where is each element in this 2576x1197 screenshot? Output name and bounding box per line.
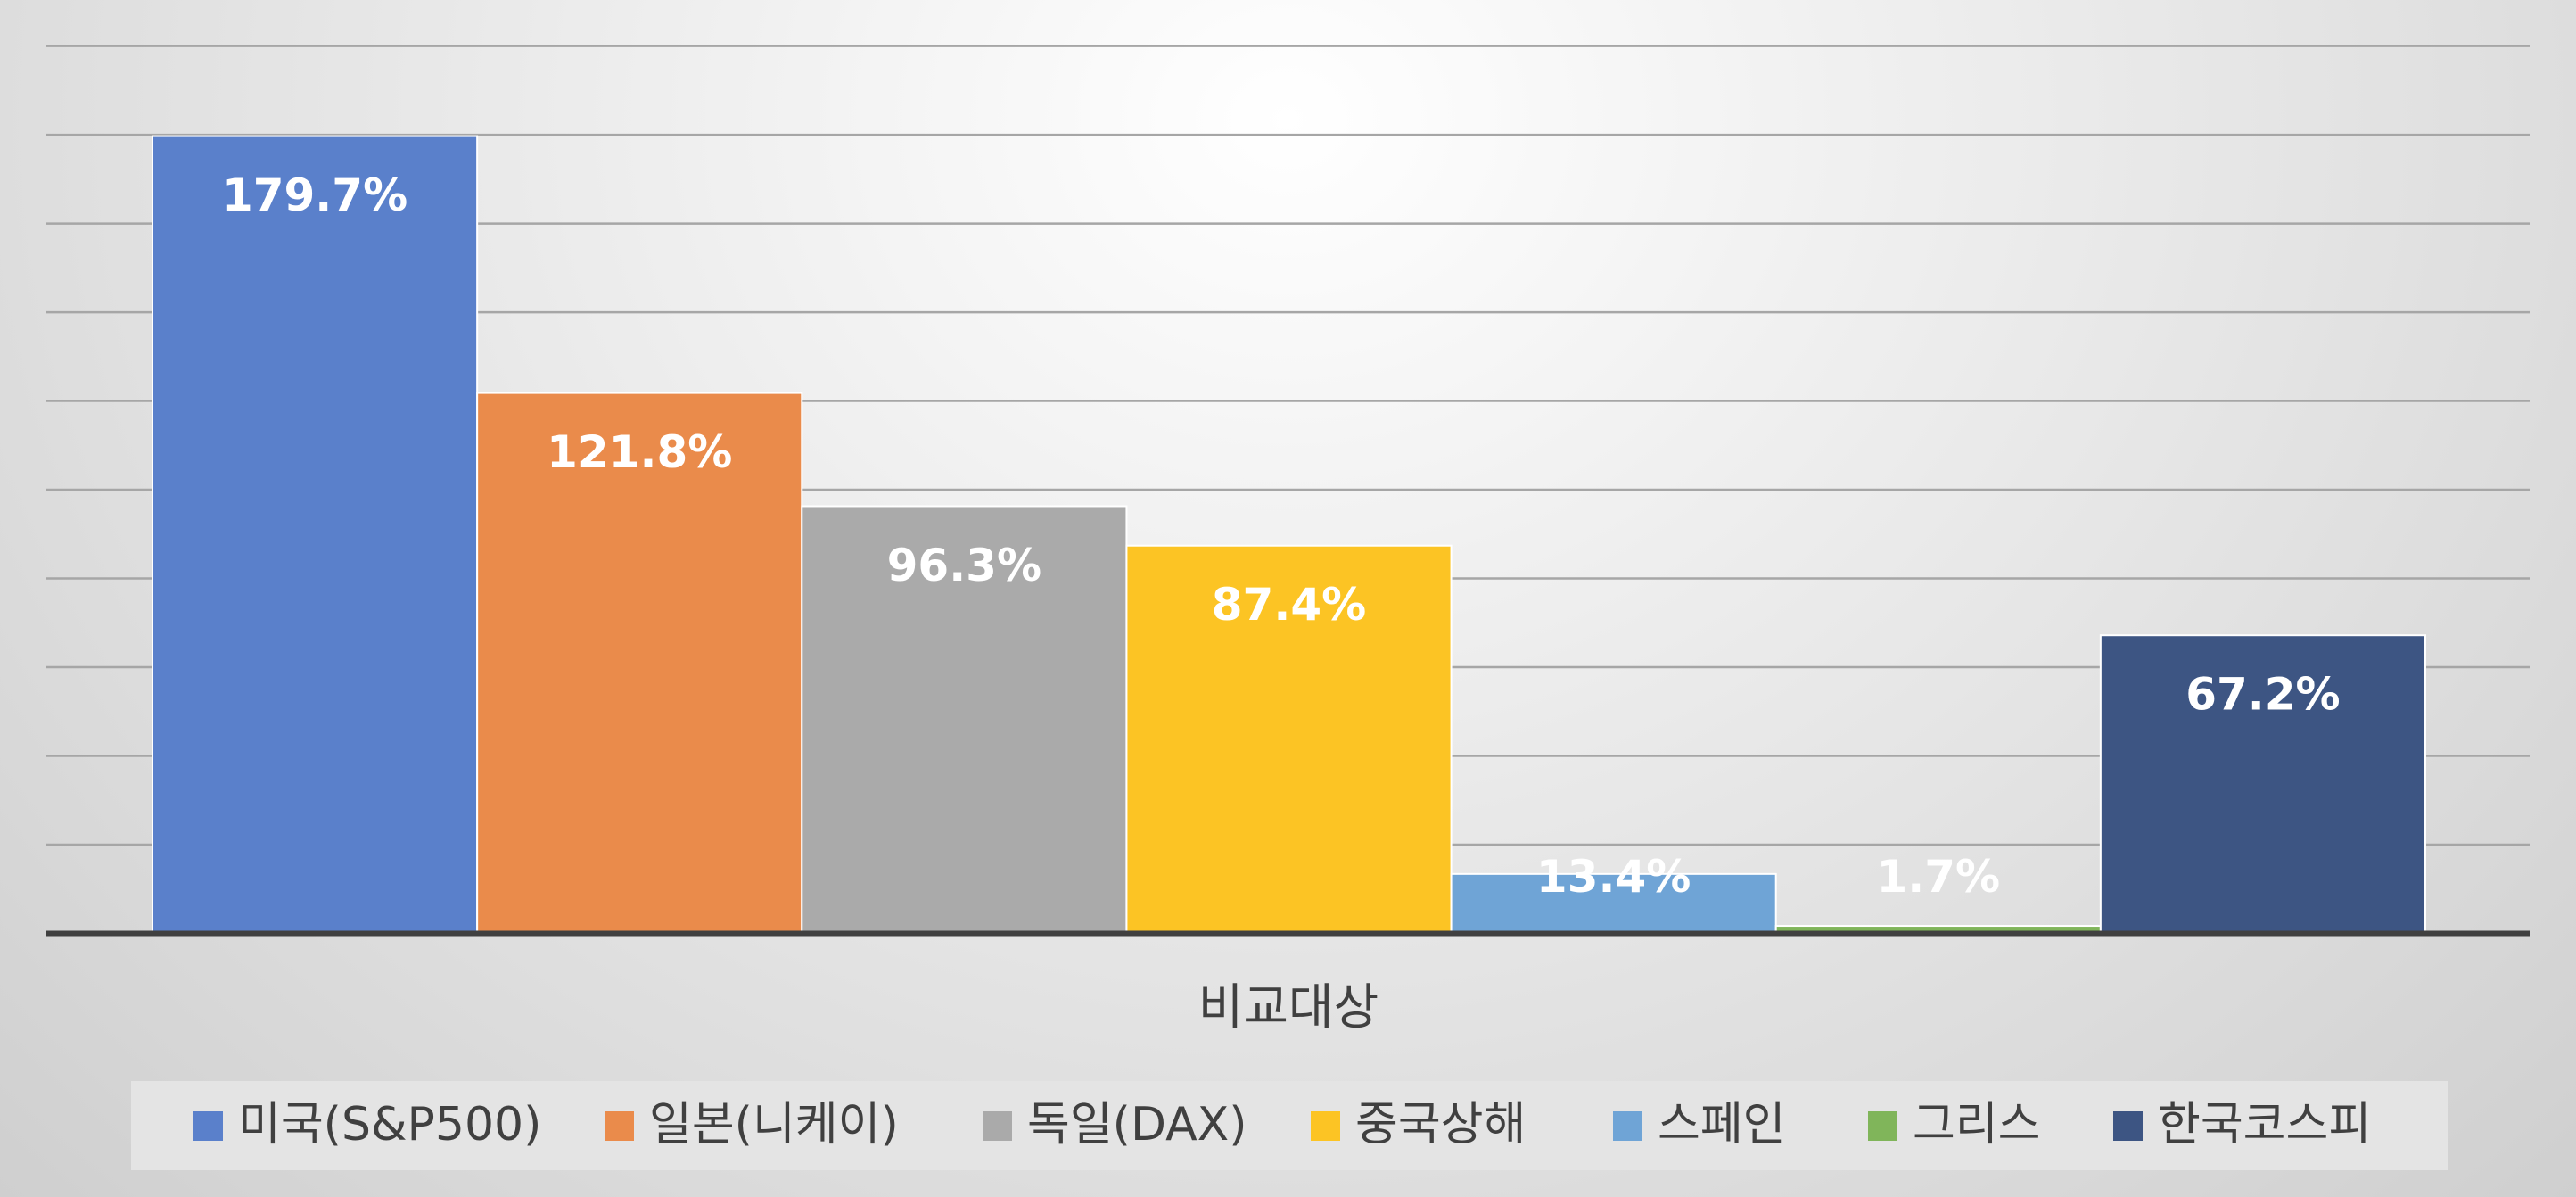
legend-swatch xyxy=(983,1111,1012,1141)
legend-label: 독일(DAX) xyxy=(1027,1098,1247,1152)
legend-box xyxy=(131,1081,2448,1170)
bar xyxy=(2099,634,2427,935)
bar xyxy=(1450,872,1777,935)
legend-label: 스페인 xyxy=(1658,1098,1786,1152)
bar xyxy=(476,392,803,935)
legend-label: 미국(S&P500) xyxy=(238,1098,541,1152)
legend-swatch xyxy=(605,1111,634,1141)
value-label: 1.7% xyxy=(1876,851,2000,903)
legend-label: 일본(니케이) xyxy=(649,1098,899,1152)
legend-label: 한국코스피 xyxy=(2158,1098,2371,1152)
value-label: 179.7% xyxy=(222,169,407,221)
legend-swatch xyxy=(1613,1111,1642,1141)
x-axis-label: 비교대상 xyxy=(1198,978,1379,1036)
legend-swatch xyxy=(2113,1111,2143,1141)
legend-label: 그리스 xyxy=(1913,1098,2041,1152)
legend-label: 중국상해 xyxy=(1355,1098,1526,1152)
value-label: 67.2% xyxy=(2185,669,2340,721)
value-label: 96.3% xyxy=(887,540,1041,591)
bar xyxy=(152,135,479,935)
legend-swatch xyxy=(193,1111,223,1141)
legend-swatch xyxy=(1311,1111,1340,1141)
value-label: 87.4% xyxy=(1212,579,1366,631)
value-label: 13.4% xyxy=(1536,851,1691,903)
value-label: 121.8% xyxy=(547,426,732,478)
bar xyxy=(1125,544,1453,935)
legend-swatch xyxy=(1868,1111,1897,1141)
